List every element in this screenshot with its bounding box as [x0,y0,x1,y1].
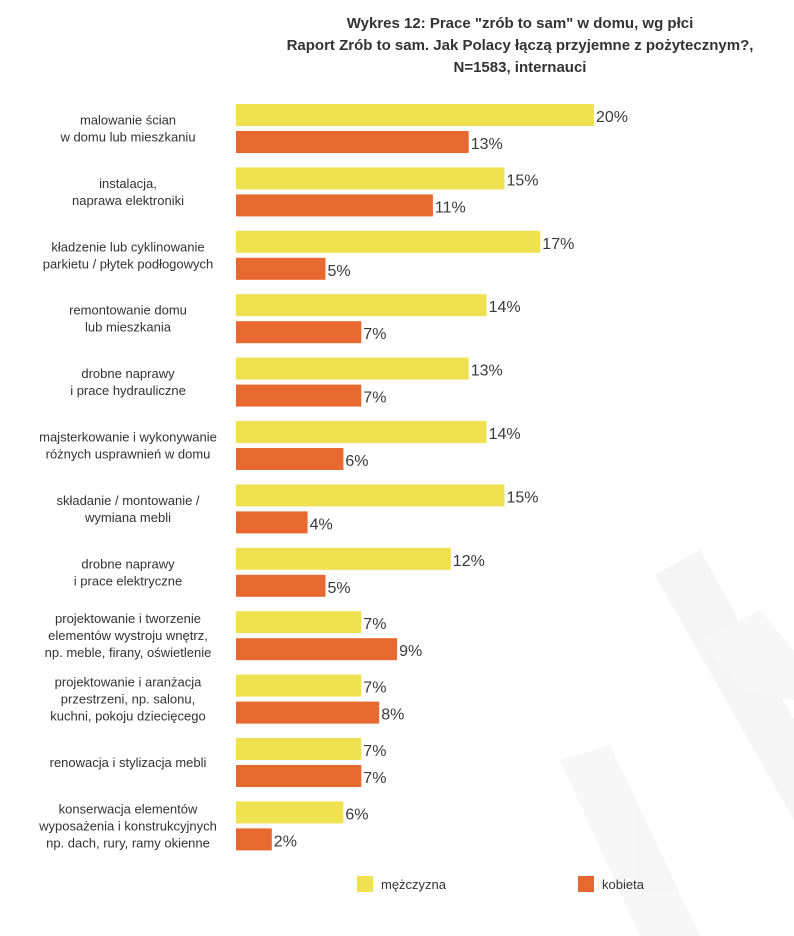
data-label: 8% [381,707,404,724]
data-label: 11% [435,199,466,216]
category-label: majsterkowanie i wykonywanie [39,430,217,445]
legend-swatch-kobieta [578,876,594,892]
bar-kobieta [236,384,362,407]
data-label: 7% [363,743,386,760]
data-label: 13% [471,363,503,380]
bar-kobieta [236,321,362,344]
data-label: 13% [471,136,503,153]
bar-kobieta [236,638,398,661]
bar-kobieta [236,574,326,597]
category-label: i prace elektryczne [74,573,182,588]
category-label: drobne naprawy [81,556,175,571]
data-label: 5% [328,263,351,280]
category-label: naprawa elektroniki [72,193,184,208]
category-label: projektowanie i aranżacja [55,675,202,690]
data-label: 7% [363,770,386,787]
category-label: remontowanie domu [69,303,187,318]
data-label: 14% [489,299,521,316]
category-label: składanie / montowanie / [56,493,199,508]
category-label: renowacja i stylizacja mebli [50,755,207,770]
category-label: malowanie ścian [80,113,176,128]
category-label: np. meble, firany, oświetlenie [45,645,212,660]
category-label: i prace hydrauliczne [70,383,186,398]
category-label: przestrzeni, np. salonu, [61,692,195,707]
chart-title-line-1: Wykres 12: Prace "zrób to sam" w domu, w… [347,15,694,32]
data-label: 2% [274,833,297,850]
bar-mezczyzna [236,167,505,190]
chart-title-line-2: Raport Zrób to sam. Jak Polacy łączą prz… [287,37,754,54]
category-label: różnych usprawnień w domu [46,447,211,462]
category-label: instalacja, [99,176,157,191]
data-label: 7% [363,616,386,633]
chart-title-line-3: N=1583, internauci [454,59,587,76]
bar-kobieta [236,131,469,153]
data-label: 7% [363,390,386,407]
data-label: 17% [542,236,574,253]
bar-mezczyzna [236,738,362,760]
data-label: 6% [345,453,368,470]
category-label: parkietu / płytek podłogowych [43,256,214,271]
bar-kobieta [236,194,433,217]
bar-mezczyzna [236,104,594,126]
data-label: 7% [363,326,386,343]
category-label: projektowanie i tworzenie [55,611,201,626]
bar-kobieta [236,765,362,787]
data-label: 9% [399,643,422,660]
data-label: 12% [453,553,485,570]
bar-mezczyzna [236,294,487,317]
plot-area: malowanie ścian w domu lub mieszkaniu 20% 1… [38,104,628,851]
category-label: wyposażenia i konstrukcyjnych [38,818,217,833]
bar-mezczyzna [236,674,362,697]
bar-kobieta [236,828,272,851]
category-label: drobne naprawy [81,366,175,381]
category-label: lub mieszkania [85,320,172,335]
legend-label: kobieta [602,877,645,892]
tools-watermark-icon [560,550,794,936]
data-label: 15% [507,172,539,189]
bar-kobieta [236,511,308,534]
bar-mezczyzna [236,611,362,634]
bar-kobieta [236,448,344,470]
bar-mezczyzna [236,357,469,380]
data-label: 6% [345,806,368,823]
bar-mezczyzna [236,547,451,570]
data-label: 15% [507,489,539,506]
category-label: elementów wystroju wnętrz, [48,628,208,643]
bar-mezczyzna [236,484,505,507]
legend: mężczyzna kobieta [357,876,645,892]
bar-mezczyzna [236,421,487,443]
category-label: wymiana mebli [84,510,171,525]
legend-label: mężczyzna [381,877,447,892]
bar-mezczyzna [236,230,541,253]
bar-mezczyzna [236,801,344,824]
category-label: kuchni, pokoju dziecięcego [50,709,205,724]
bar-kobieta [236,701,380,724]
data-label: 20% [596,109,628,126]
category-label: w domu lub mieszkaniu [59,130,195,145]
category-label: kładzenie lub cyklinowanie [51,239,204,254]
data-label: 14% [489,426,521,443]
legend-swatch-mezczyzna [357,876,373,892]
category-label: np. dach, rury, ramy okienne [46,835,210,850]
category-label: konserwacja elementów [59,801,198,816]
data-label: 4% [310,516,333,533]
data-label: 7% [363,680,386,697]
data-label: 5% [328,580,351,597]
bar-kobieta [236,257,326,280]
